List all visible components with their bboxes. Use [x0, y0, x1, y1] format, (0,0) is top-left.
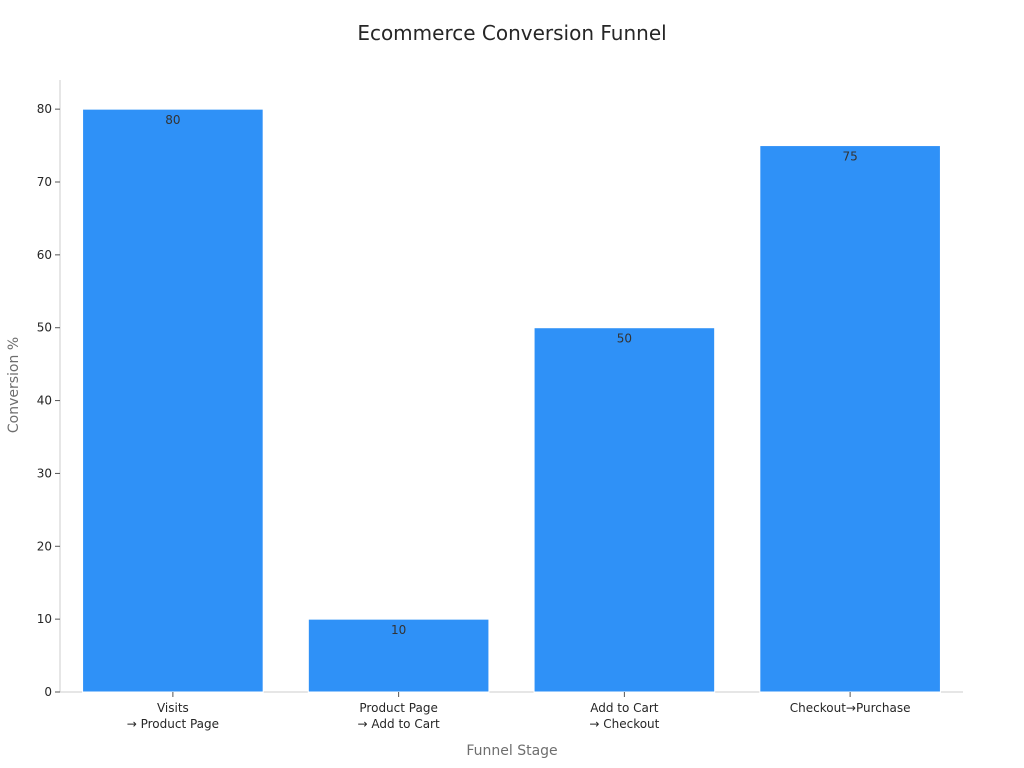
x-tick-label: Add to Cart → Checkout — [589, 701, 659, 731]
x-tick-label-line: Add to Cart — [590, 701, 659, 715]
y-tick-label: 10 — [37, 612, 52, 626]
x-tick-label: Product Page → Add to Cart — [358, 701, 440, 731]
x-tick-label-line: Checkout→Purchase — [790, 701, 911, 715]
x-tick-label-line: → Add to Cart — [358, 717, 440, 731]
bars — [82, 108, 941, 693]
x-axis-ticks: Visits → Product Page Product Page → Add to… — [127, 692, 911, 731]
x-axis-label: Funnel Stage — [466, 743, 557, 759]
y-tick-label: 30 — [37, 466, 52, 480]
y-tick-label: 0 — [44, 685, 52, 699]
y-tick-label: 70 — [37, 175, 52, 189]
bar-value-label: 80 — [165, 113, 180, 127]
y-tick-label: 40 — [37, 394, 52, 408]
y-tick-label: 50 — [37, 321, 52, 335]
x-tick-label: Visits → Product Page — [127, 701, 219, 731]
bar — [307, 618, 490, 693]
y-axis-label: Conversion % — [6, 337, 22, 433]
x-tick-label-line: Product Page — [359, 701, 437, 715]
bar — [533, 327, 716, 693]
x-tick-label-line: → Product Page — [127, 717, 219, 731]
x-tick-label-line: Visits — [157, 701, 189, 715]
bar — [759, 145, 941, 693]
bar-value-label: 50 — [617, 332, 632, 346]
x-tick-label-line: → Checkout — [589, 717, 659, 731]
chart-title: Ecommerce Conversion Funnel — [357, 21, 666, 45]
y-tick-label: 60 — [37, 248, 52, 262]
y-tick-label: 20 — [37, 539, 52, 553]
y-axis-ticks: 0 10 20 30 40 50 60 70 80 — [37, 102, 60, 699]
data-labels: 80 10 50 75 — [165, 113, 858, 637]
y-tick-label: 80 — [37, 102, 52, 116]
x-tick-label: Checkout→Purchase — [790, 701, 911, 715]
bar-value-label: 75 — [842, 150, 857, 164]
bar — [82, 108, 264, 693]
bar-value-label: 10 — [391, 623, 406, 637]
